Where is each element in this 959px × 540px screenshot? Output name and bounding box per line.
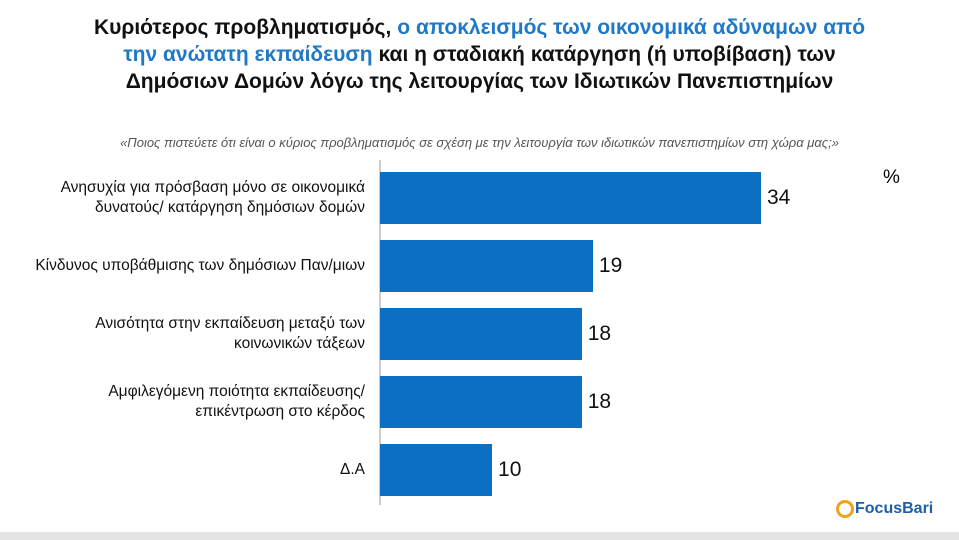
title-part: και η σταδιακή κατάργηση (ή υποβίβαση) τ…	[378, 43, 836, 66]
title-part: Δημόσιων Δομών λόγω της λειτουργίας των …	[125, 70, 834, 93]
category-label: Ανισότητα στην εκπαίδευση μεταξύ των κοι…	[95, 315, 365, 352]
value-label: 18	[587, 390, 612, 413]
logo: FocusBari	[855, 500, 934, 517]
footer-band	[0, 532, 959, 540]
category-label: Κίνδυνος υποβάθμισης των δημόσιων Παν/μι…	[35, 257, 365, 274]
bar	[380, 240, 593, 292]
title-part: Κυριότερος προβληματισμός,	[93, 16, 392, 39]
bar	[380, 308, 582, 360]
category-label: Ανησυχία για πρόσβαση μόνο σε οικονομικά…	[60, 179, 365, 216]
category-label: Αμφιλεγόμενη ποιότητα εκπαίδευσης/ επικέ…	[108, 383, 365, 420]
value-label: 18	[587, 322, 612, 345]
title-line: Κυριότερος προβληματισμός, ο αποκλεισμός …	[0, 14, 959, 41]
unit-label: %	[883, 167, 900, 188]
value-label: 34	[767, 186, 791, 209]
category-label: Δ.Α	[340, 461, 365, 478]
chart-subtitle: «Ποιος πιστεύετε ότι είναι ο κύριος προβ…	[120, 135, 839, 150]
chart-title: Κυριότερος προβληματισμός, ο αποκλεισμός …	[0, 14, 959, 95]
logo-icon	[836, 500, 854, 518]
title-part: την ανώτατη εκπαίδευση	[123, 43, 373, 66]
title-line: Δημόσιων Δομών λόγω της λειτουργίας των …	[0, 68, 959, 95]
title-line: την ανώτατη εκπαίδευση και η σταδιακή κατ…	[0, 41, 959, 68]
bar	[380, 172, 761, 224]
value-label: 10	[498, 458, 522, 481]
bar	[380, 444, 493, 496]
value-label: 19	[598, 254, 623, 277]
bar	[380, 376, 582, 428]
title-part: ο αποκλεισμός των οικονομικά αδύναμων απ…	[397, 16, 866, 39]
